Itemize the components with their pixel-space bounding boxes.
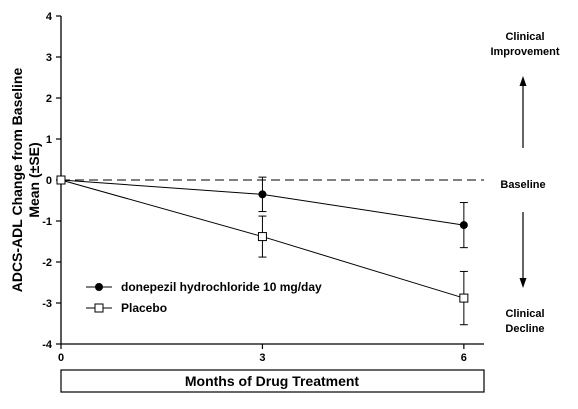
down-arrow-icon	[519, 278, 527, 288]
legend-marker-donepezil	[95, 283, 103, 291]
y-tick-label: -3	[42, 298, 52, 310]
improvement-label-line1: Clinical	[505, 31, 544, 43]
improvement-label-line2: Improvement	[490, 46, 559, 58]
data-point-placebo	[56, 175, 66, 185]
x-ticks: 0 3 6	[58, 344, 467, 364]
x-tick-label: 0	[58, 352, 64, 364]
x-tick-label: 6	[461, 352, 467, 364]
series-layer	[56, 175, 469, 326]
decline-label-line1: Clinical	[505, 308, 544, 320]
y-axis-title-line2: Mean (±SE)	[26, 142, 42, 217]
y-tick-label: 0	[46, 175, 52, 187]
up-arrow-icon	[519, 76, 527, 86]
y-axis-title-line1: ADCS-ADL Change from Baseline	[9, 68, 25, 293]
y-tick-label: 4	[46, 11, 53, 23]
data-point-donepezil	[258, 190, 267, 199]
legend-label-placebo: Placebo	[121, 301, 167, 315]
y-tick-label: 1	[46, 134, 52, 146]
x-axis-title-box	[60, 369, 485, 393]
data-point-placebo	[459, 293, 469, 303]
y-tick-label: -4	[42, 339, 53, 351]
x-tick-label: 3	[259, 352, 265, 364]
y-tick-label: -1	[42, 216, 52, 228]
decline-label-line2: Decline	[505, 323, 544, 335]
baseline-label: Baseline	[500, 179, 545, 191]
legend: donepezil hydrochloride 10 mg/day Placeb…	[86, 280, 322, 315]
y-tick-label: 3	[46, 52, 52, 64]
y-ticks: 4 3 2 1 0 -1 -2 -3 -4	[42, 11, 61, 351]
legend-label-donepezil: donepezil hydrochloride 10 mg/day	[121, 280, 322, 294]
data-point-donepezil	[459, 221, 468, 230]
y-tick-label: -2	[42, 257, 52, 269]
annotations: Clinical Improvement Baseline Clinical D…	[490, 31, 559, 335]
legend-marker-placebo	[94, 303, 104, 313]
x-axis-title: Months of Drug Treatment	[185, 373, 360, 389]
y-tick-label: 2	[46, 93, 52, 105]
data-point-placebo	[257, 232, 267, 242]
